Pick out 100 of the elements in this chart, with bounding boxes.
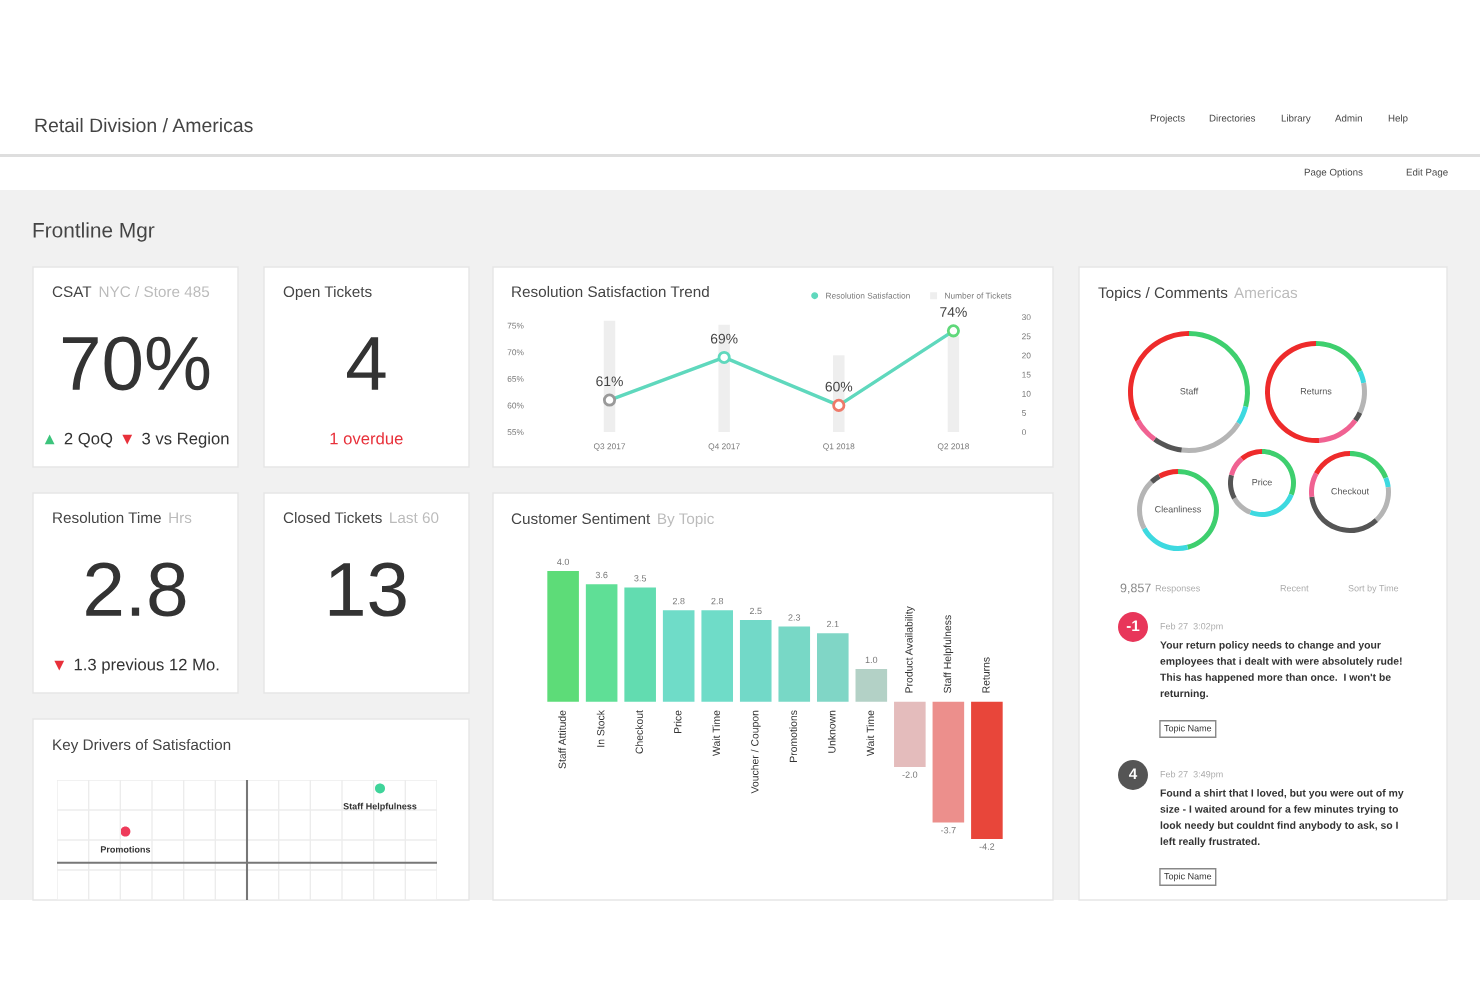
donut-slice <box>1236 405 1249 425</box>
text: Resolution Time <box>53 511 161 524</box>
x-tick-label: Wait Time <box>866 710 875 756</box>
donut-slice <box>1135 418 1157 442</box>
chart-title: Resolution Satisfaction Trend <box>512 285 709 298</box>
data-label: -2.0 <box>902 771 918 778</box>
text: Frontline Mgr <box>33 222 155 242</box>
donut-slice <box>1228 474 1237 500</box>
chart-subtitle: By Topic <box>658 512 714 528</box>
text: 2.8 <box>86 562 186 617</box>
donut-slice <box>1357 382 1367 414</box>
text: Promotions <box>100 846 151 853</box>
y-tick-label: 60% <box>507 402 524 409</box>
data-label: 69% <box>710 333 738 344</box>
text: Retail Division / Americas <box>35 117 253 133</box>
text: Hrs <box>169 512 192 524</box>
data-label: 74% <box>940 307 967 317</box>
bar <box>932 701 965 823</box>
x-tick-label: In Stock <box>596 710 605 747</box>
donut-slice <box>1318 419 1358 443</box>
text: ▼ <box>54 660 65 671</box>
data-label: 3.5 <box>634 575 647 582</box>
donut-slice <box>1309 496 1379 533</box>
text: Topics / Comments <box>1098 286 1228 302</box>
text: Responses <box>1155 585 1200 594</box>
bar <box>739 620 772 702</box>
data-label: 2.3 <box>788 614 801 621</box>
text: Feb 27 3:02pm <box>1160 622 1223 632</box>
y2-tick-label: 5 <box>1022 410 1026 416</box>
text: ▼ <box>122 434 133 445</box>
x-tick-label: Returns <box>982 657 990 693</box>
text: Your return policy needs to change and your employees that i dealt with were absolutely rude! This has happened more than once. I won't be returning. <box>1160 641 1402 700</box>
text: Library <box>1281 114 1311 124</box>
y2-tick-label: 30 <box>1021 314 1031 321</box>
text: 2 QoQ <box>64 432 113 448</box>
y-tick-label: 70% <box>507 349 524 356</box>
text: Staff <box>1180 387 1199 395</box>
bar <box>947 336 960 432</box>
data-label: 2.5 <box>749 607 762 615</box>
x-tick-label: Checkout <box>635 710 643 754</box>
text: Edit Page <box>1406 168 1448 178</box>
bar <box>585 584 618 702</box>
donut-slice <box>1232 496 1252 515</box>
x-tick-label: Q4 2017 <box>708 443 740 451</box>
text: Recent <box>1280 585 1309 592</box>
text: Closed Tickets <box>283 511 382 524</box>
x-tick-label: Staff Attitude <box>558 710 566 769</box>
y-tick-label: 75% <box>507 322 524 329</box>
bar <box>701 610 734 702</box>
text: NYC / Store 485 <box>99 285 210 298</box>
data-label: 60% <box>825 381 853 392</box>
y2-tick-label: 20 <box>1022 352 1031 359</box>
text: Topic Name <box>1164 872 1212 882</box>
bar <box>855 669 888 702</box>
text: Last 60 <box>390 512 439 524</box>
text: 70% <box>62 336 210 391</box>
data-label: 4.0 <box>557 558 570 566</box>
text: Key Drivers of Satisfaction <box>53 738 231 754</box>
x-tick-label: Product Availability <box>904 606 915 693</box>
text: Staff Helpfulness <box>343 802 417 812</box>
data-label: 2.8 <box>711 597 724 605</box>
text: Open Tickets <box>283 285 372 301</box>
x-tick-label: Q2 2018 <box>937 443 970 451</box>
text: Found a shirt that I loved, but you were out of my size - I waited around for a few minutes trying to look needy but couldnt find anybody to ask, so I left really frustrated. <box>1160 789 1404 848</box>
donut-slice <box>1383 476 1391 488</box>
text: Returns <box>1300 388 1332 395</box>
text: 13 <box>329 562 406 617</box>
data-label: 61% <box>596 376 623 387</box>
text: Projects <box>1150 114 1185 124</box>
text: Topic Name <box>1164 724 1212 734</box>
data-label: 3.6 <box>595 571 608 579</box>
bar <box>662 610 695 702</box>
donut-slice <box>1357 370 1367 384</box>
data-label: -4.2 <box>979 843 995 850</box>
x-tick-label: Voucher / Coupon <box>750 710 761 794</box>
text: Admin <box>1335 114 1362 122</box>
x-tick-label: Promotions <box>789 710 798 762</box>
data-label: -3.7 <box>940 827 956 834</box>
text: 3 vs Region <box>142 432 229 448</box>
x-tick-label: Staff Helpfulness <box>943 615 954 693</box>
donut-slice <box>1374 486 1391 522</box>
x-tick-label: Price <box>673 710 682 733</box>
text: 9,857 <box>1120 583 1151 594</box>
text: CSAT <box>52 286 92 298</box>
donut-slice <box>1153 437 1182 453</box>
donut-slice <box>1316 341 1363 373</box>
donut-slice <box>1181 422 1241 453</box>
legend-label: Resolution Satisfaction <box>826 292 910 299</box>
bar <box>624 587 656 702</box>
text: Feb 27 3:49pm <box>1160 770 1223 780</box>
text: ▲ <box>44 434 55 445</box>
donut-slice <box>1314 451 1350 475</box>
bar <box>894 701 926 768</box>
text: Cleanliness <box>1155 505 1202 513</box>
donut-slice <box>1240 449 1262 461</box>
data-label: 2.8 <box>672 597 685 605</box>
text: 4 <box>347 337 386 390</box>
x-tick-label: Q1 2018 <box>823 443 855 451</box>
legend-label: Number of Tickets <box>945 292 1012 299</box>
text: Americas <box>1234 286 1298 299</box>
